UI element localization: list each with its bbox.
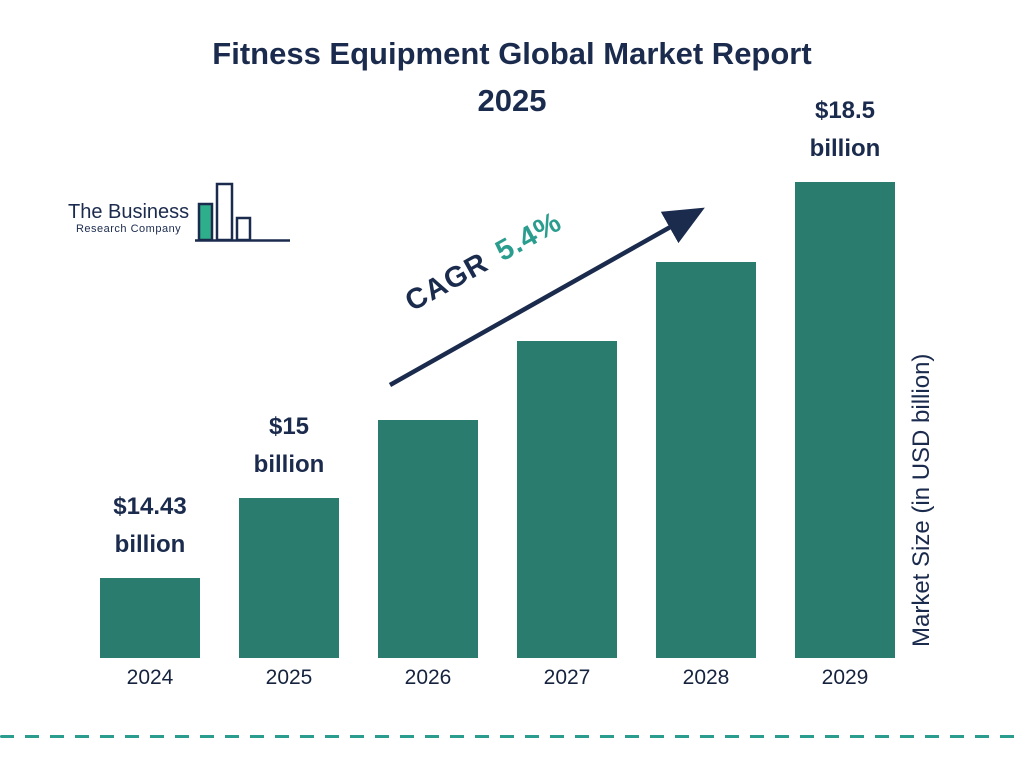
bar-2028 xyxy=(656,262,756,658)
bar-2024 xyxy=(100,578,200,658)
bar-column-2027 xyxy=(517,341,617,658)
bar-2029 xyxy=(795,182,895,658)
chart-title-line1: Fitness Equipment Global Market Report xyxy=(212,36,812,71)
x-axis-label-2029: 2029 xyxy=(821,666,869,689)
chart-title: Fitness Equipment Global Market Report 2… xyxy=(0,30,1024,124)
x-axis-label-2028: 2028 xyxy=(682,666,730,689)
bottom-dashed-divider xyxy=(0,735,1024,738)
logo-subname: Research Company xyxy=(75,222,182,235)
value-label-2029: $18.5 billion xyxy=(809,97,881,162)
x-axis-label-2027: 2027 xyxy=(543,666,591,689)
bar-column-2029: $18.5 billion xyxy=(795,92,895,658)
chart-title-line2: 2025 xyxy=(477,83,547,118)
bar-column-2026 xyxy=(378,420,478,658)
y-axis-label: Market Size (in USD billion) xyxy=(908,353,935,647)
x-axis-label-2026: 2026 xyxy=(404,666,452,689)
bar-column-2025: $15 billion xyxy=(239,408,339,658)
logo-name: The Business xyxy=(68,200,190,223)
company-logo: The Business Research Company xyxy=(68,178,291,249)
bar-2026 xyxy=(378,420,478,658)
value-label-2025: $15 billion xyxy=(253,413,325,478)
cagr-trend-arrow xyxy=(388,207,705,387)
value-label-2024: $14.43 billion xyxy=(113,493,187,558)
logo-bar-chart-icon xyxy=(195,178,291,249)
x-axis-label-2025: 2025 xyxy=(265,666,313,689)
bar-column-2028 xyxy=(656,262,756,658)
company-logo-text: The Business Research Company xyxy=(68,201,189,249)
bar-column-2024: $14.43 billion xyxy=(100,488,200,658)
bar-2025 xyxy=(239,498,339,658)
x-axis-label-2024: 2024 xyxy=(126,666,174,689)
bar-2027 xyxy=(517,341,617,658)
